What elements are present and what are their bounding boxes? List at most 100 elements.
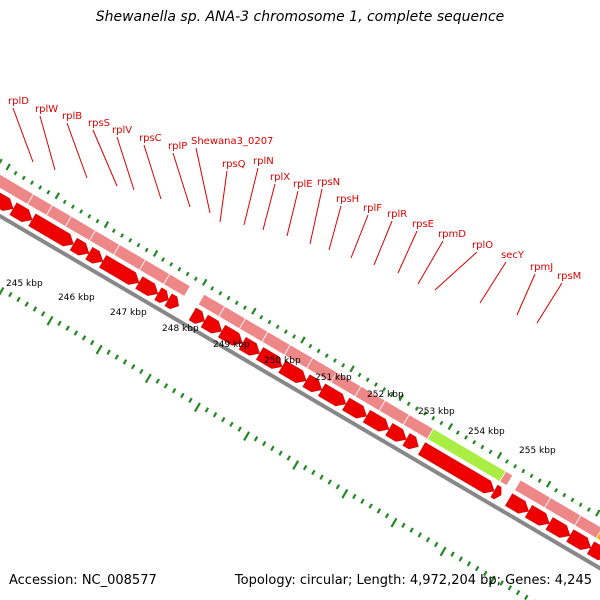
tick-mark [163, 383, 169, 389]
cds-arrow [188, 307, 205, 324]
tick-mark [333, 358, 337, 363]
tick-mark [439, 546, 447, 557]
tick-mark [180, 392, 185, 399]
tick-mark [278, 450, 283, 456]
tick-mark [423, 411, 428, 416]
cds-arrow [218, 324, 243, 346]
tick-mark [433, 541, 439, 548]
cds-arrow [318, 383, 347, 407]
tick-mark [171, 387, 177, 394]
topology-text: Topology: circular; Length: 4,972,204 bp… [234, 573, 592, 588]
kbp-label: 250 kbp [264, 356, 301, 366]
tick-mark [120, 233, 125, 238]
tick-mark [570, 497, 575, 503]
cds-arrow [278, 360, 307, 384]
cds-arrow [0, 192, 14, 211]
tick-mark [0, 287, 5, 296]
gene-leader-line [143, 144, 162, 200]
kbp-label: 249 kbp [213, 340, 250, 350]
cds-arrow [385, 423, 407, 442]
tick-mark [431, 415, 436, 421]
tick-mark [114, 354, 120, 360]
cds-arrow [402, 433, 419, 450]
gene-label: rplR [387, 209, 407, 220]
cds-arrow [154, 287, 169, 304]
map-title: Shewanella sp. ANA-3 chromosome 1, compl… [95, 9, 505, 25]
tick-mark [122, 359, 128, 365]
tick-mark [16, 296, 21, 303]
tick-mark [95, 218, 100, 224]
cds-arrow [566, 529, 592, 550]
cds-arrow [200, 314, 223, 334]
gene-leader-line [373, 220, 393, 266]
tick-mark [308, 343, 313, 349]
kbp-label: 248 kbp [162, 324, 199, 334]
gene-leader-line [66, 122, 88, 179]
cds-arrow [85, 246, 104, 264]
tick-mark [32, 306, 38, 312]
tick-mark [521, 468, 526, 474]
tick-mark [30, 180, 34, 185]
tick-mark [507, 585, 513, 591]
tick-mark [5, 163, 11, 171]
tick-mark [201, 278, 208, 286]
gene-label: rplO [472, 240, 493, 251]
tick-mark [425, 537, 431, 543]
gene-label: rplV [112, 125, 132, 136]
gene-label: rpsN [317, 177, 340, 188]
tick-mark [554, 488, 559, 493]
tick-mark [376, 508, 382, 514]
tick-mark [46, 315, 54, 326]
tick-mark [87, 214, 92, 219]
tick-mark [161, 257, 165, 262]
tick-mark [382, 387, 387, 392]
gene-leader-line [195, 147, 211, 214]
tick-mark [90, 339, 95, 346]
tick-mark [458, 556, 463, 562]
tick-mark [259, 314, 264, 320]
gene-label: rplN [253, 156, 274, 167]
gene-label: rplP [168, 141, 187, 152]
tick-mark [40, 311, 46, 317]
tick-mark [185, 271, 190, 277]
tick-mark [226, 295, 231, 301]
tick-mark [349, 365, 355, 373]
cds-arrow [490, 484, 502, 500]
tick-mark [275, 324, 280, 330]
tick-mark [390, 517, 398, 528]
cds-arrow [164, 293, 179, 310]
tick-mark [341, 488, 349, 499]
tick-mark [529, 473, 534, 479]
tick-mark [319, 474, 324, 480]
tick-mark [8, 291, 13, 298]
tick-mark [0, 158, 3, 165]
gene-leader-line [397, 230, 418, 274]
tick-mark [341, 363, 346, 368]
gene-label: rpsH [336, 194, 359, 205]
gene-label: rplF [363, 203, 382, 214]
tick-mark [595, 509, 600, 517]
tick-mark [106, 349, 111, 355]
tick-mark [417, 532, 423, 538]
tick-mark [130, 363, 136, 370]
kbp-label: 247 kbp [110, 308, 147, 318]
gene-label: rpsC [139, 133, 162, 144]
cds-arrow [9, 202, 33, 223]
gene-label: rpsQ [222, 159, 246, 170]
cds-arrow [362, 409, 390, 432]
cds-arrow [302, 374, 323, 393]
tick-mark [474, 565, 480, 572]
tick-mark [155, 378, 160, 384]
cds-arrow [342, 397, 367, 419]
tick-mark [450, 551, 455, 557]
gene-label: rplX [270, 172, 290, 183]
tick-mark [335, 484, 341, 490]
gene-block [544, 497, 582, 527]
kbp-label: 255 kbp [519, 446, 556, 456]
tick-mark [79, 209, 84, 214]
tick-mark [384, 512, 390, 519]
tick-mark [65, 325, 70, 331]
cds-arrow [418, 442, 495, 494]
tick-mark [188, 397, 193, 404]
